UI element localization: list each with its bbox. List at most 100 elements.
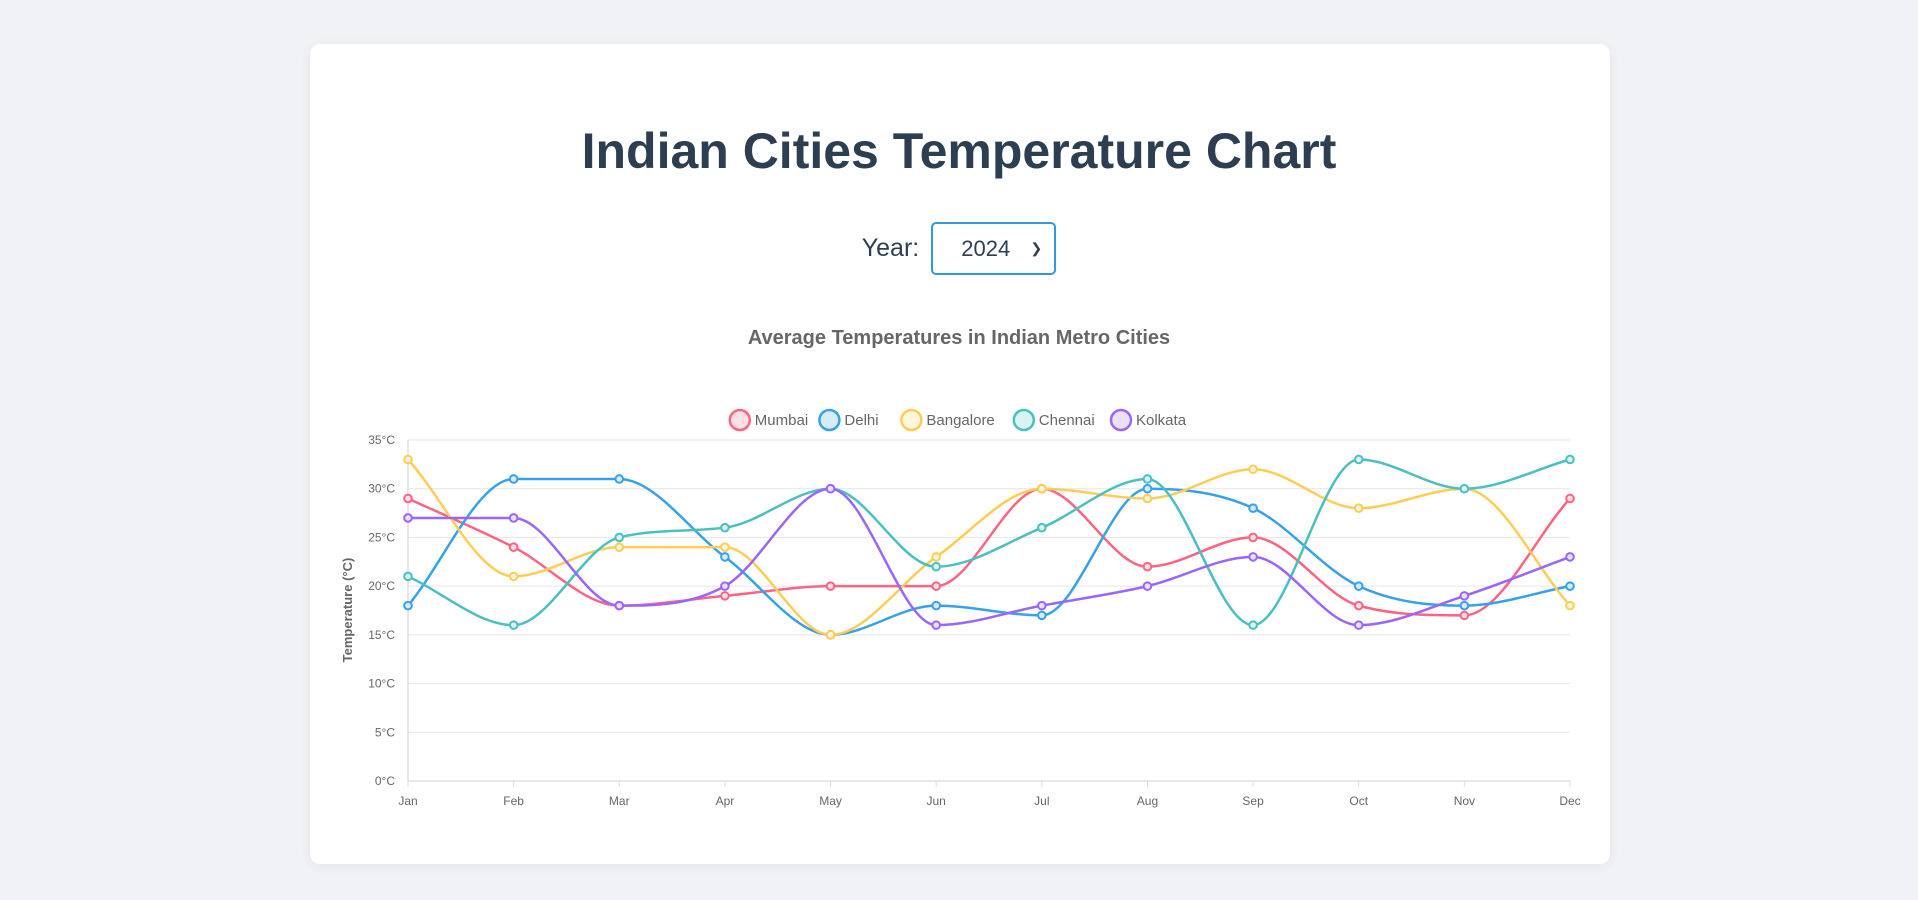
data-point-delhi[interactable] — [720, 552, 730, 562]
data-point-bangalore[interactable] — [1037, 483, 1047, 494]
data-point-mumbai[interactable] — [1353, 600, 1364, 611]
data-point-chennai[interactable] — [1459, 483, 1470, 494]
legend-item-kolkata[interactable]: Kolkata — [1109, 408, 1187, 432]
x-tick-label: Feb — [503, 794, 524, 808]
data-point-bangalore[interactable] — [1565, 600, 1575, 611]
data-point-kolkata[interactable] — [1037, 600, 1047, 611]
data-point-mumbai[interactable] — [1459, 610, 1470, 621]
data-point-chennai[interactable] — [614, 532, 625, 543]
y-tick-label: 20°C — [368, 579, 395, 593]
data-point-kolkata[interactable] — [1459, 591, 1470, 601]
data-point-delhi[interactable] — [1142, 483, 1153, 494]
legend-item-delhi[interactable]: Delhi — [818, 408, 879, 432]
chart-title: Average Temperatures in Indian Metro Cit… — [748, 327, 1170, 349]
data-point-mumbai[interactable] — [403, 493, 413, 504]
data-point-mumbai[interactable] — [508, 542, 519, 552]
data-point-delhi[interactable] — [1565, 581, 1575, 591]
y-tick-label: 15°C — [368, 628, 395, 642]
data-point-mumbai[interactable] — [1565, 493, 1575, 504]
data-point-chennai[interactable] — [1565, 454, 1575, 465]
data-point-kolkata[interactable] — [1353, 620, 1364, 630]
data-point-chennai[interactable] — [1248, 620, 1258, 630]
legend-swatch — [900, 408, 923, 432]
series-line-kolkata — [408, 487, 1571, 627]
data-point-bangalore[interactable] — [1353, 503, 1364, 514]
legend-label: Delhi — [844, 412, 878, 429]
data-point-delhi[interactable] — [1353, 581, 1364, 591]
x-tick-label: Jan — [398, 794, 417, 808]
data-point-chennai[interactable] — [403, 571, 413, 582]
y-tick-label: 35°C — [368, 433, 395, 447]
data-point-mumbai[interactable] — [1142, 561, 1153, 572]
x-tick-label: Jul — [1034, 794, 1049, 808]
data-point-bangalore[interactable] — [720, 542, 730, 552]
data-point-bangalore[interactable] — [403, 454, 413, 465]
data-point-delhi[interactable] — [403, 600, 413, 611]
year-filter: Year: 2024 ❯ — [0, 222, 1918, 275]
data-point-mumbai[interactable] — [931, 581, 941, 591]
data-point-delhi[interactable] — [508, 474, 519, 484]
data-point-kolkata[interactable] — [1248, 552, 1258, 562]
legend-label: Mumbai — [755, 412, 808, 429]
data-point-kolkata[interactable] — [508, 513, 519, 523]
series-line-bangalore — [407, 458, 1571, 637]
y-tick-label: 30°C — [368, 482, 395, 496]
x-tick-label: Aug — [1137, 794, 1158, 808]
x-tick-label: Sep — [1242, 794, 1264, 808]
data-point-kolkata[interactable] — [825, 483, 836, 494]
data-point-chennai[interactable] — [508, 620, 519, 630]
data-point-delhi[interactable] — [1248, 503, 1258, 514]
data-point-delhi[interactable] — [931, 600, 941, 611]
data-point-mumbai[interactable] — [720, 591, 730, 601]
data-point-kolkata[interactable] — [614, 600, 625, 611]
year-label: Year: — [861, 234, 920, 262]
x-tick-label: Jun — [927, 794, 946, 808]
x-tick-label: May — [819, 794, 842, 808]
legend-label: Chennai — [1039, 412, 1095, 429]
data-point-mumbai[interactable] — [825, 581, 836, 591]
data-point-kolkata[interactable] — [720, 581, 730, 591]
data-point-chennai[interactable] — [1353, 454, 1364, 465]
x-tick-label: Nov — [1454, 794, 1475, 808]
data-point-delhi[interactable] — [1459, 600, 1470, 611]
data-point-mumbai[interactable] — [1248, 532, 1258, 543]
year-select[interactable]: 2024 ❯ — [931, 222, 1057, 275]
chevron-down-icon: ❯ — [1030, 240, 1043, 256]
data-point-kolkata[interactable] — [1565, 552, 1575, 562]
data-point-bangalore[interactable] — [508, 571, 519, 582]
data-point-bangalore[interactable] — [614, 542, 625, 552]
data-point-delhi[interactable] — [614, 474, 625, 484]
legend-swatch — [1012, 408, 1036, 432]
data-point-bangalore[interactable] — [1142, 493, 1153, 504]
x-tick-label: Dec — [1559, 794, 1580, 808]
series-line-chennai — [407, 458, 1571, 627]
x-tick-label: Oct — [1349, 794, 1368, 808]
data-point-bangalore[interactable] — [825, 630, 836, 640]
legend-label: Bangalore — [926, 412, 994, 429]
data-point-bangalore[interactable] — [931, 552, 941, 562]
data-point-kolkata[interactable] — [1142, 581, 1153, 591]
data-point-delhi[interactable] — [1037, 610, 1047, 621]
data-point-chennai[interactable] — [931, 561, 941, 572]
y-tick-label: 0°C — [375, 774, 395, 788]
data-point-chennai[interactable] — [1142, 474, 1153, 484]
year-select-value: 2024 — [961, 235, 1011, 261]
legend-item-chennai[interactable]: Chennai — [1012, 408, 1095, 432]
data-point-chennai[interactable] — [720, 522, 730, 533]
legend-swatch — [728, 408, 752, 432]
y-tick-label: 10°C — [368, 677, 395, 691]
data-point-bangalore[interactable] — [1248, 464, 1258, 475]
page-title: Indian Cities Temperature Chart — [581, 123, 1337, 179]
data-point-kolkata[interactable] — [403, 513, 413, 523]
legend-item-bangalore[interactable]: Bangalore — [900, 408, 995, 432]
x-tick-label: Apr — [716, 794, 735, 808]
x-tick-label: Mar — [609, 794, 630, 808]
y-tick-label: 5°C — [375, 725, 395, 739]
data-point-kolkata[interactable] — [931, 620, 941, 630]
data-point-chennai[interactable] — [1037, 522, 1047, 533]
y-axis-title: Temperature (°C) — [340, 558, 355, 663]
legend-item-mumbai[interactable]: Mumbai — [728, 408, 808, 432]
y-tick-label: 25°C — [368, 530, 395, 544]
legend-label: Kolkata — [1136, 412, 1187, 429]
